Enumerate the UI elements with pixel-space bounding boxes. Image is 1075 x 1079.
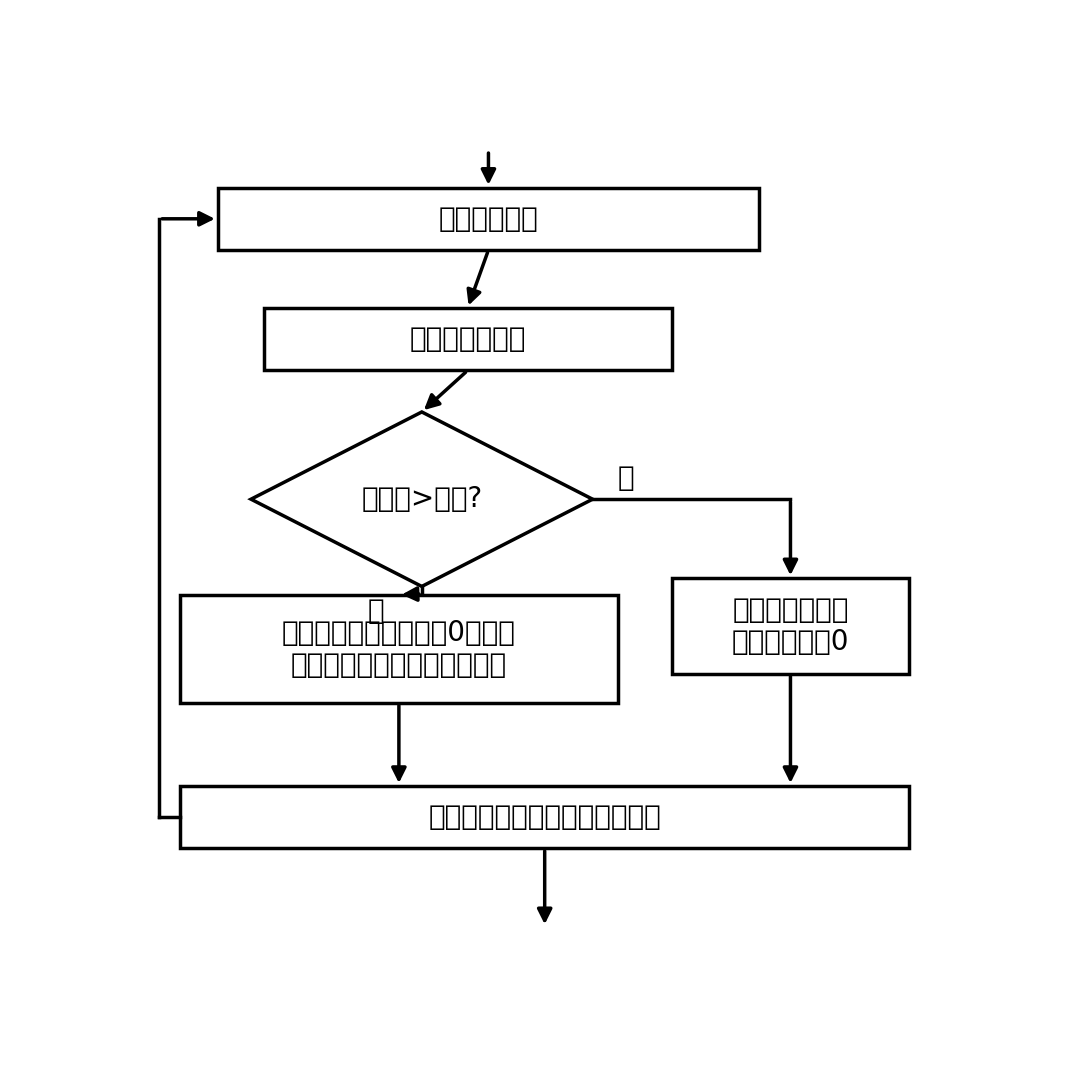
Bar bbox=[181, 595, 617, 702]
Text: 否: 否 bbox=[618, 464, 634, 492]
Text: 读取磁场信息: 读取磁场信息 bbox=[439, 205, 539, 233]
Text: 转换成磁场模值: 转换成磁场模值 bbox=[410, 325, 526, 353]
Text: 报警且驱动磁体产生非0动作调
整控制指令以远离磁控机器人: 报警且驱动磁体产生非0动作调 整控制指令以远离磁控机器人 bbox=[282, 618, 516, 679]
Bar bbox=[263, 309, 672, 370]
Bar bbox=[217, 188, 759, 250]
Text: 磁场模>阈值?: 磁场模>阈值? bbox=[361, 486, 483, 514]
Text: 驱动磁体动作调整控制指令发送: 驱动磁体动作调整控制指令发送 bbox=[428, 803, 661, 831]
Bar bbox=[181, 786, 909, 848]
Text: 驱动磁体动作调
整控制指令为0: 驱动磁体动作调 整控制指令为0 bbox=[732, 596, 849, 656]
Text: 是: 是 bbox=[368, 598, 384, 626]
Bar bbox=[672, 578, 909, 673]
Polygon shape bbox=[252, 412, 592, 586]
